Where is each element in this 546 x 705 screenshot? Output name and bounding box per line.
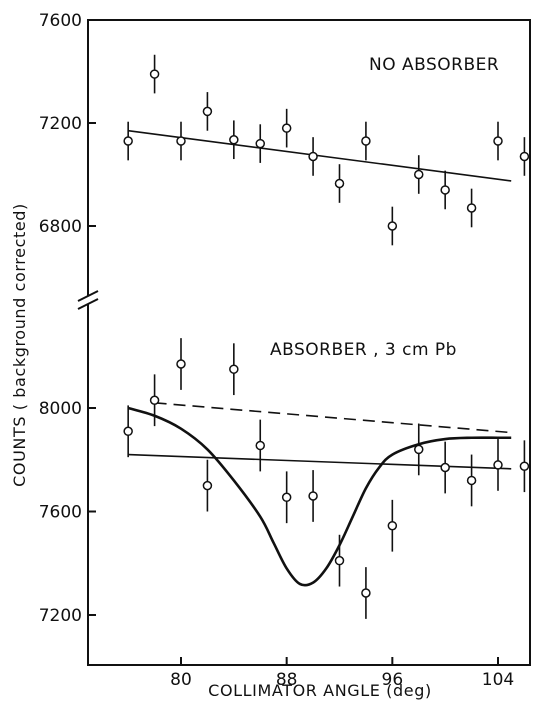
data-point — [494, 137, 502, 145]
data-point — [309, 492, 317, 500]
fit-line-no-absorber — [128, 131, 511, 181]
data-point — [124, 427, 132, 435]
data-point — [336, 557, 344, 565]
data-point — [151, 396, 159, 404]
x-tick-label: 104 — [482, 670, 514, 690]
y-tick-label: 7200 — [39, 114, 82, 134]
y-tick-label: 6800 — [39, 217, 82, 237]
data-point — [151, 70, 159, 78]
panel-label-no-absorber: NO ABSORBER — [369, 55, 499, 75]
y-tick-label: 7200 — [39, 606, 82, 626]
x-axis-label: COLLIMATOR ANGLE (deg) — [208, 681, 432, 700]
data-point — [177, 137, 185, 145]
data-point — [468, 476, 476, 484]
data-point — [256, 442, 264, 450]
data-points — [124, 55, 528, 619]
data-point — [415, 171, 423, 179]
fit-curve-absorber — [128, 408, 511, 585]
x-tick-label: 80 — [170, 670, 192, 690]
data-point — [415, 445, 423, 453]
dashed-line-absorber — [155, 403, 512, 433]
y-axis-label: COUNTS ( background corrected) — [10, 203, 29, 487]
data-point — [230, 365, 238, 373]
data-point — [203, 107, 211, 115]
data-point — [362, 589, 370, 597]
y-tick-label: 7600 — [39, 503, 82, 523]
data-point — [494, 461, 502, 469]
y-tick-label: 7600 — [39, 11, 82, 31]
data-point — [283, 493, 291, 501]
labels: NO ABSORBER ABSORBER , 3 cm Pb COLLIMATO… — [10, 55, 499, 700]
data-point — [468, 204, 476, 212]
panel-label-absorber: ABSORBER , 3 cm Pb — [270, 340, 457, 360]
data-point — [177, 360, 185, 368]
data-point — [124, 137, 132, 145]
data-point — [230, 136, 238, 144]
data-point — [520, 462, 528, 470]
data-point — [256, 140, 264, 148]
data-point — [388, 222, 396, 230]
baseline-absorber — [128, 455, 511, 469]
y-tick-label: 8000 — [39, 399, 82, 419]
data-point — [520, 152, 528, 160]
data-point — [441, 186, 449, 194]
data-point — [309, 152, 317, 160]
data-point — [336, 180, 344, 188]
data-point — [203, 482, 211, 490]
data-point — [441, 464, 449, 472]
data-point — [362, 137, 370, 145]
data-point — [388, 522, 396, 530]
data-point — [283, 124, 291, 132]
